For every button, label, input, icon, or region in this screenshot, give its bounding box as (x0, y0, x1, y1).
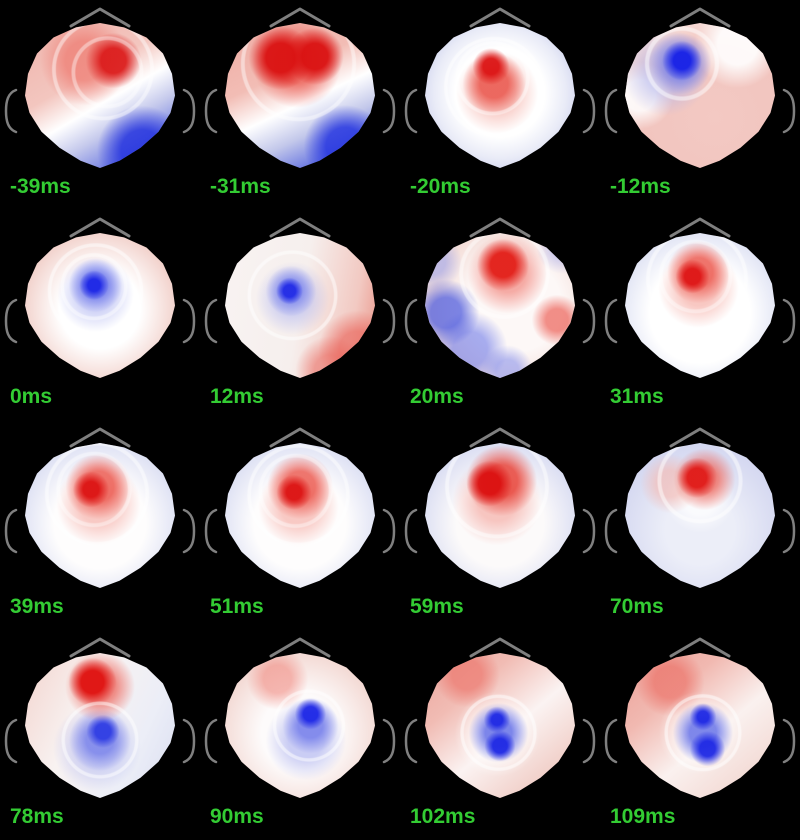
left-ear-icon (4, 508, 18, 554)
nose-icon (469, 217, 531, 238)
topomap-cell: 12ms (200, 210, 400, 420)
topomap-head (25, 443, 175, 588)
topomap-cell: 78ms (0, 630, 200, 840)
nose-icon (69, 7, 131, 28)
topomap-head (25, 233, 175, 378)
topomap-cell: 20ms (400, 210, 600, 420)
right-ear-icon (182, 718, 196, 764)
right-ear-icon (582, 508, 596, 554)
topomap-cell: 31ms (600, 210, 800, 420)
time-label: 0ms (10, 385, 53, 408)
time-label: 78ms (10, 805, 64, 828)
left-ear-icon (4, 88, 18, 134)
nose-icon (69, 217, 131, 238)
right-ear-icon (782, 718, 796, 764)
topomap-cell: -31ms (200, 0, 400, 210)
right-ear-icon (582, 298, 596, 344)
topomap-head (625, 443, 775, 588)
time-label: 20ms (410, 385, 464, 408)
topomap-head (625, 233, 775, 378)
nose-icon (469, 427, 531, 448)
left-ear-icon (404, 508, 418, 554)
topomap-cell: -39ms (0, 0, 200, 210)
time-label: 39ms (10, 595, 64, 618)
nose-icon (269, 427, 331, 448)
topomap-head (225, 443, 375, 588)
nose-icon (469, 637, 531, 658)
right-ear-icon (582, 88, 596, 134)
left-ear-icon (4, 718, 18, 764)
topomap-cell: 39ms (0, 420, 200, 630)
time-label: 90ms (210, 805, 264, 828)
topomap-head (425, 233, 575, 378)
right-ear-icon (782, 298, 796, 344)
time-label: 70ms (610, 595, 664, 618)
topomap-cell: 51ms (200, 420, 400, 630)
right-ear-icon (382, 88, 396, 134)
right-ear-icon (182, 298, 196, 344)
left-ear-icon (404, 298, 418, 344)
nose-icon (269, 217, 331, 238)
topomap-head (425, 23, 575, 168)
time-label: 12ms (210, 385, 264, 408)
time-label: 109ms (610, 805, 676, 828)
topomap-cell: 0ms (0, 210, 200, 420)
topomap-head (225, 233, 375, 378)
left-ear-icon (4, 298, 18, 344)
nose-icon (669, 217, 731, 238)
nose-icon (69, 427, 131, 448)
right-ear-icon (182, 508, 196, 554)
topomap-cell: -12ms (600, 0, 800, 210)
time-label: 51ms (210, 595, 264, 618)
right-ear-icon (782, 508, 796, 554)
time-label: 102ms (410, 805, 476, 828)
topomap-head (625, 653, 775, 798)
time-label: -31ms (210, 175, 271, 198)
nose-icon (669, 427, 731, 448)
topomap-cell: 70ms (600, 420, 800, 630)
time-label: -39ms (10, 175, 71, 198)
topomap-head (425, 653, 575, 798)
right-ear-icon (382, 298, 396, 344)
topomap-cell: 90ms (200, 630, 400, 840)
topomap-cell: -20ms (400, 0, 600, 210)
right-ear-icon (582, 718, 596, 764)
left-ear-icon (204, 508, 218, 554)
left-ear-icon (604, 718, 618, 764)
right-ear-icon (182, 88, 196, 134)
nose-icon (469, 7, 531, 28)
nose-icon (669, 7, 731, 28)
topomap-cell: 109ms (600, 630, 800, 840)
time-label: -12ms (610, 175, 671, 198)
topomap-cell: 59ms (400, 420, 600, 630)
right-ear-icon (382, 508, 396, 554)
topomap-head (25, 23, 175, 168)
topomap-head (25, 653, 175, 798)
nose-icon (269, 637, 331, 658)
left-ear-icon (204, 718, 218, 764)
left-ear-icon (604, 508, 618, 554)
left-ear-icon (404, 718, 418, 764)
left-ear-icon (204, 88, 218, 134)
topomap-head (225, 653, 375, 798)
left-ear-icon (604, 298, 618, 344)
nose-icon (69, 637, 131, 658)
topomap-head (625, 23, 775, 168)
left-ear-icon (604, 88, 618, 134)
topomap-head (225, 23, 375, 168)
topomap-cell: 102ms (400, 630, 600, 840)
nose-icon (669, 637, 731, 658)
time-label: 31ms (610, 385, 664, 408)
nose-icon (269, 7, 331, 28)
right-ear-icon (782, 88, 796, 134)
right-ear-icon (382, 718, 396, 764)
left-ear-icon (204, 298, 218, 344)
time-label: 59ms (410, 595, 464, 618)
topomap-head (425, 443, 575, 588)
left-ear-icon (404, 88, 418, 134)
time-label: -20ms (410, 175, 471, 198)
